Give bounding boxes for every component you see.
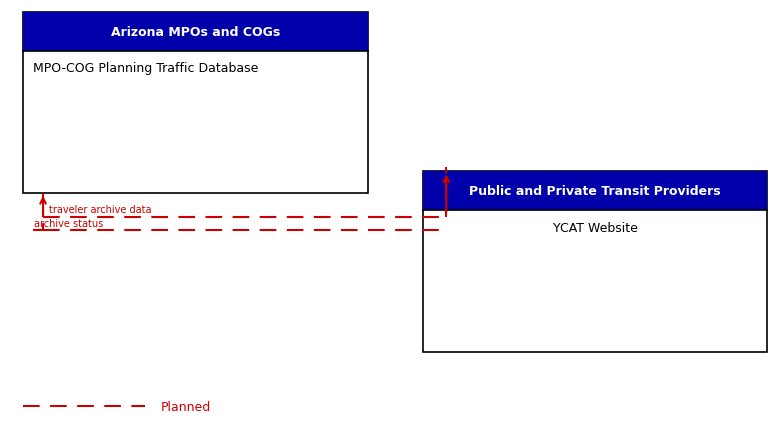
- Bar: [423, 172, 767, 211]
- Text: archive status: archive status: [34, 218, 103, 228]
- Bar: [423, 172, 767, 353]
- Text: YCAT Website: YCAT Website: [553, 221, 637, 234]
- Text: MPO-COG Planning Traffic Database: MPO-COG Planning Traffic Database: [33, 62, 258, 75]
- Bar: [23, 13, 368, 52]
- Text: Public and Private Transit Providers: Public and Private Transit Providers: [469, 185, 721, 198]
- Text: Arizona MPOs and COGs: Arizona MPOs and COGs: [111, 26, 280, 39]
- Bar: [23, 13, 368, 194]
- Text: traveler archive data: traveler archive data: [49, 205, 152, 215]
- Text: Planned: Planned: [161, 400, 211, 413]
